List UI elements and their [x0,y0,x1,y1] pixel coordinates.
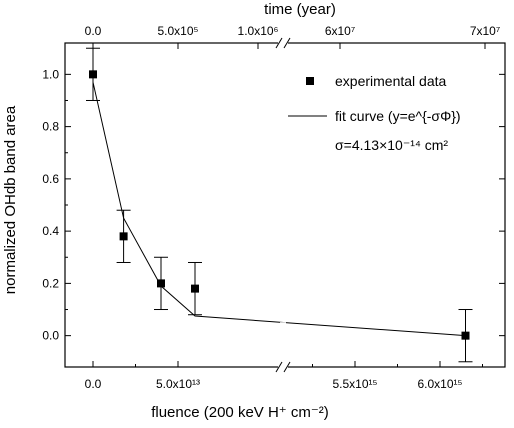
x-tick-label: 6.0x10¹⁵ [418,377,463,391]
x-tick-label: 5.0x10¹³ [156,377,200,391]
top-tick-label: 1.0x10⁶ [238,24,279,38]
data-point [191,284,199,293]
y-axis-title: normalized OHdb band area [2,105,19,294]
axis-break-marks [275,37,291,373]
legend: experimental data fit curve (y=e^{-σΦ}) … [288,73,461,153]
top-ticks: 0.0 5.0x10⁵ 1.0x10⁶ 6x10⁷ 7x10⁷ [85,24,500,49]
y-tick-label: 1.0 [42,67,59,81]
data-point [461,331,470,340]
y-tick-label: 0.8 [42,120,59,134]
y-tick-label: 0.6 [42,172,59,186]
data-points [86,47,473,363]
x-axis-title: fluence (200 keV H⁺ cm⁻²) [151,404,329,421]
top-tick-label: 5.0x10⁵ [157,24,198,38]
y-tick-label: 0.4 [42,224,59,238]
legend-marker-square [306,77,314,85]
legend-label-fit: fit curve (y=e^{-σΦ}) [335,108,461,124]
y-tick-label: 0.2 [42,276,59,290]
fit-line-break-gap [280,322,286,329]
x-tick-label: 5.5x10¹⁵ [333,377,378,391]
axis-break-slash [275,361,283,373]
data-point [89,70,97,79]
data-point [119,232,128,241]
legend-label-experimental: experimental data [335,73,447,89]
top-tick-label: 7x10⁷ [470,24,500,38]
axis-break-slash [283,37,291,49]
plot-frame [64,42,506,368]
top-tick-label: 0.0 [85,24,102,38]
axis-break-gap [278,364,288,370]
y-tick-label: 0.0 [42,329,59,343]
axis-break-gap [278,40,288,46]
axis-break-slash [283,361,291,373]
sigma-annotation: σ=4.13×10⁻¹⁴ cm² [335,137,448,153]
y-ticks: 0.0 0.2 0.4 0.6 0.8 1.0 [42,67,505,343]
data-point [157,279,165,288]
top-axis-title: time (year) [264,1,336,18]
x-ticks: 0.0 5.0x10¹³ 5.5x10¹⁵ 6.0x10¹⁵ [85,361,483,391]
axis-break-slash [275,37,283,49]
x-tick-label: 0.0 [85,377,102,391]
top-tick-label: 6x10⁷ [325,24,355,38]
